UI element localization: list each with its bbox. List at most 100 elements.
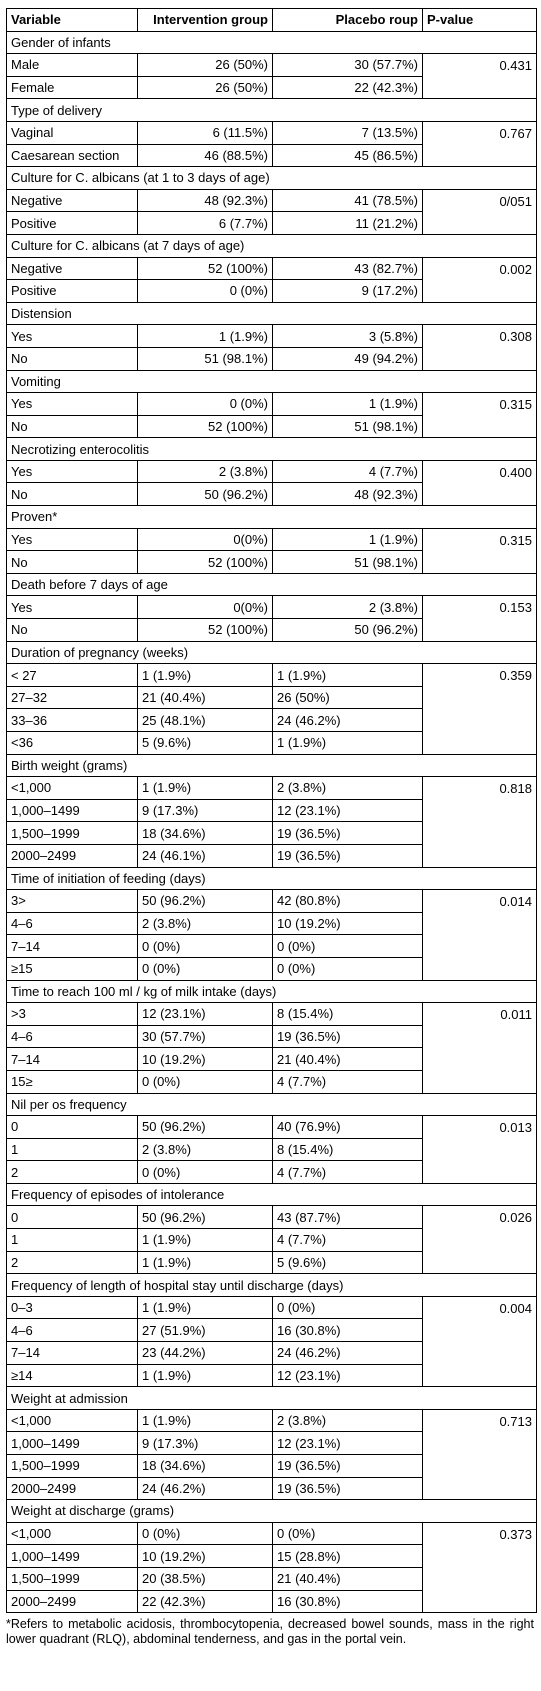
table-body: Gender of infants Male 26 (50%) 30 (57.7%) 0…: [6, 30, 537, 1614]
section-label: Time of initiation of feeding (days): [6, 866, 537, 891]
row-label: 1,500–1999: [6, 1454, 138, 1478]
data-row: <1,000 0 (0%) 0 (0%) 0.373: [6, 1521, 537, 1614]
cell: 0 (0%): [137, 392, 273, 416]
cell: 12 (23.1%): [272, 1363, 423, 1388]
cell: 22 (42.3%): [137, 1589, 273, 1614]
data-row: <1,000 1 (1.9%) 2 (3.8%) 0.713: [6, 1408, 537, 1501]
row-label: Positive: [6, 211, 138, 235]
section-label: Type of delivery: [6, 98, 537, 122]
section-row: Culture for C. albicans (at 7 days of ag…: [6, 233, 537, 258]
header-cell: P-value: [422, 8, 537, 32]
cell: 43 (87.7%): [272, 1205, 423, 1230]
cell: 0 (0%): [272, 956, 423, 981]
cell: 48 (92.3%): [272, 482, 423, 507]
p-value: 0.004: [422, 1295, 537, 1388]
row-label: 4–6: [6, 911, 138, 936]
data-row: 7–14 10 (19.2%) 21 (40.4%): [6, 1047, 537, 1071]
cell: 2 (3.8%): [272, 776, 423, 800]
data-row: Male 26 (50%) 30 (57.7%) 0.431: [6, 53, 537, 100]
cell: 20 (38.5%): [137, 1566, 273, 1591]
data-row: 0 50 (96.2%) 40 (76.9%) 0.013: [6, 1115, 537, 1184]
section-label: Distension: [6, 301, 537, 326]
row-label: No: [6, 346, 138, 371]
row-label: 7–14: [6, 1047, 138, 1071]
row-label: Vaginal: [6, 120, 138, 145]
cell: 23 (44.2%): [137, 1341, 273, 1365]
data-row: 4–6 2 (3.8%) 10 (19.2%): [6, 911, 537, 936]
data-row: <36 5 (9.6%) 1 (1.9%): [6, 731, 537, 755]
data-row: 4–6 27 (51.9%) 16 (30.8%): [6, 1318, 537, 1343]
row-label: 2: [6, 1250, 138, 1275]
p-value: 0/051: [422, 188, 537, 235]
row-label: 0: [6, 1205, 138, 1230]
section-label: Vomiting: [6, 369, 537, 394]
row-label: 4–6: [6, 1024, 138, 1049]
row-label: 1,000–1499: [6, 1431, 138, 1455]
cell: 19 (36.5%): [272, 843, 423, 868]
section-row: Birth weight (grams): [6, 753, 537, 778]
cell: 1 (1.9%): [272, 731, 423, 755]
cell: 24 (46.2%): [137, 1476, 273, 1501]
p-value: 0.013: [422, 1115, 537, 1184]
data-row: Yes 0 (0%) 1 (1.9%) 0.315: [6, 392, 537, 439]
section-label: Weight at discharge (grams): [6, 1499, 537, 1523]
cell: 8 (15.4%): [272, 1002, 423, 1026]
row-label: Positive: [6, 279, 138, 303]
data-row: 2000–2499 24 (46.2%) 19 (36.5%): [6, 1476, 537, 1501]
data-row: 0–3 1 (1.9%) 0 (0%) 0.004: [6, 1295, 537, 1388]
data-row: Yes 0(0%) 1 (1.9%) 0.315: [6, 527, 537, 574]
row-label: <1,000: [6, 776, 138, 800]
cell: 52 (100%): [137, 256, 273, 281]
cell: 22 (42.3%): [272, 75, 423, 100]
section-label: Gender of infants: [6, 30, 537, 55]
row-label: 1: [6, 1228, 138, 1252]
cell: 51 (98.1%): [272, 414, 423, 439]
row-label: 2000–2499: [6, 843, 138, 868]
cell: 10 (19.2%): [137, 1544, 273, 1568]
data-row: No 52 (100%) 51 (98.1%): [6, 414, 537, 439]
cell: 24 (46.2%): [272, 1341, 423, 1365]
header-cell: Variable: [6, 8, 138, 32]
data-row: Caesarean section 46 (88.5%) 45 (86.5%): [6, 143, 537, 168]
section-label: Frequency of length of hospital stay unt…: [6, 1273, 537, 1297]
header-row: Variable Intervention group Placebo roup…: [6, 8, 537, 32]
row-label: Yes: [6, 324, 138, 348]
footnote: *Refers to metabolic acidosis, thrombocy…: [6, 1617, 534, 1647]
cell: 7 (13.5%): [272, 120, 423, 145]
cell: 49 (94.2%): [272, 346, 423, 371]
row-label: 7–14: [6, 1341, 138, 1365]
section-label: Birth weight (grams): [6, 753, 537, 778]
data-row: Vaginal 6 (11.5%) 7 (13.5%) 0.767: [6, 120, 537, 168]
row-label: Yes: [6, 527, 138, 552]
row-label: Yes: [6, 459, 138, 484]
cell: 1 (1.9%): [137, 324, 273, 348]
row-label: 1,500–1999: [6, 821, 138, 845]
row-label: 3>: [6, 889, 138, 913]
data-row: Negative 52 (100%) 43 (82.7%) 0.002: [6, 256, 537, 303]
row-label: No: [6, 550, 138, 574]
section-row: Culture for C. albicans (at 1 to 3 days …: [6, 166, 537, 190]
data-row: 1,500–1999 18 (34.6%) 19 (36.5%): [6, 1454, 537, 1478]
cell: 2 (3.8%): [137, 911, 273, 936]
cell: 1 (1.9%): [137, 1363, 273, 1388]
row-label: 1,500–1999: [6, 1566, 138, 1591]
p-value: 0.315: [422, 527, 537, 574]
cell: 5 (9.6%): [137, 731, 273, 755]
section-row: Proven*: [6, 505, 537, 529]
data-row: Positive 0 (0%) 9 (17.2%): [6, 279, 537, 303]
cell: 26 (50%): [137, 53, 273, 77]
section-row: Distension: [6, 301, 537, 326]
data-row: 7–14 23 (44.2%) 24 (46.2%): [6, 1341, 537, 1365]
cell: 50 (96.2%): [137, 1205, 273, 1230]
cell: 51 (98.1%): [272, 550, 423, 574]
row-label: Negative: [6, 188, 138, 213]
cell: 52 (100%): [137, 550, 273, 574]
cell: 51 (98.1%): [137, 346, 273, 371]
cell: 19 (36.5%): [272, 1476, 423, 1501]
cell: 2 (3.8%): [137, 459, 273, 484]
p-value: 0.014: [422, 889, 537, 981]
section-label: Frequency of episodes of intolerance: [6, 1182, 537, 1207]
